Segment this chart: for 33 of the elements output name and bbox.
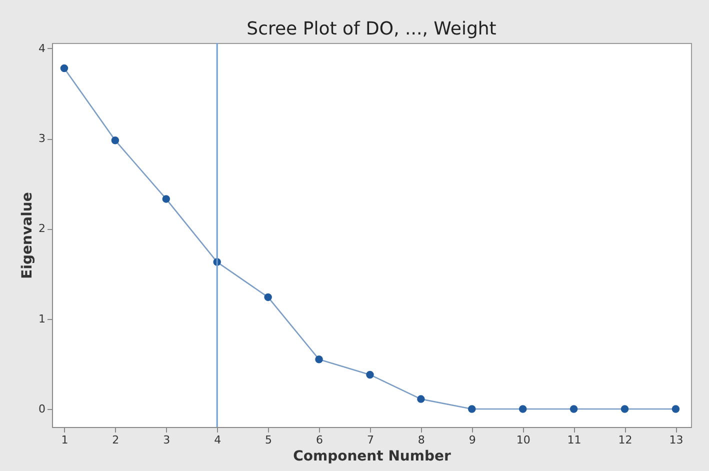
x-tick-label: 10 [516, 434, 530, 446]
point [60, 64, 68, 72]
point [111, 136, 120, 144]
y-tick-label: 2 [38, 222, 46, 236]
point [417, 395, 425, 403]
x-tick-label: 5 [265, 434, 272, 446]
point [264, 293, 272, 302]
y-tick-label: 3 [38, 132, 46, 146]
x-tick-label: 1 [61, 434, 68, 446]
x-tick-label: 8 [418, 434, 425, 446]
x-tick-label: 13 [669, 434, 684, 446]
point [162, 195, 170, 203]
x-tick-label: 6 [316, 434, 324, 446]
x-tick-label: 7 [366, 434, 374, 446]
point [518, 405, 527, 413]
x-tick-label: 3 [163, 434, 170, 446]
x-tick-label: 4 [214, 434, 222, 446]
point [315, 356, 323, 364]
y-tick-label: 4 [38, 42, 46, 55]
point [570, 405, 578, 413]
y-tick-label: 0 [38, 402, 46, 416]
x-tick-label: 9 [468, 434, 476, 446]
point [620, 405, 629, 413]
x-tick-label: 12 [618, 434, 632, 446]
point [672, 405, 680, 413]
x-tick-label: 2 [112, 434, 120, 446]
x-tick-label: 11 [567, 434, 582, 446]
chart-title: Scree Plot of DO, ..., Weight [246, 18, 496, 40]
point [468, 405, 476, 413]
y-axis-title: Eigenvalue [20, 192, 36, 279]
x-axis-title: Component Number [293, 448, 451, 464]
y-tick-label: 1 [38, 312, 46, 326]
point [366, 370, 374, 379]
